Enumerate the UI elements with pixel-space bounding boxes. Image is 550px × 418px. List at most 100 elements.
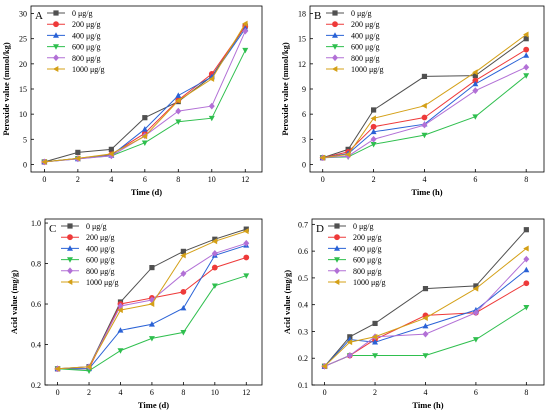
legend-marker bbox=[52, 66, 59, 72]
x-tick-label: 12 bbox=[241, 175, 249, 184]
data-point bbox=[211, 250, 218, 257]
y-tick-label: 0.1 bbox=[298, 381, 308, 390]
x-axis-title: Time (d) bbox=[131, 187, 162, 197]
legend-label: 600 μg/g bbox=[72, 43, 101, 52]
x-tick-label: 10 bbox=[208, 175, 216, 184]
x-tick-label: 6 bbox=[474, 388, 478, 397]
legend-label: 800 μg/g bbox=[353, 267, 382, 276]
series-line bbox=[324, 229, 527, 367]
data-point bbox=[86, 368, 93, 374]
data-point bbox=[243, 228, 249, 235]
y-tick-label: 15 bbox=[19, 85, 27, 94]
data-point bbox=[472, 114, 479, 120]
data-point bbox=[370, 115, 376, 122]
data-point bbox=[180, 248, 186, 254]
y-tick-label: 25 bbox=[19, 35, 27, 44]
y-tick-label: 0 bbox=[302, 160, 306, 169]
data-point bbox=[242, 20, 248, 27]
legend-label: 800 μg/g bbox=[72, 54, 101, 63]
data-point bbox=[523, 280, 530, 287]
legend-label: 0 μg/g bbox=[351, 9, 372, 18]
legend-label: 800 μg/g bbox=[86, 267, 115, 276]
x-tick-label: 2 bbox=[373, 388, 377, 397]
series-5 bbox=[54, 228, 249, 372]
x-tick-label: 6 bbox=[150, 388, 154, 397]
series-3 bbox=[54, 273, 250, 374]
data-point bbox=[54, 365, 60, 372]
data-point bbox=[141, 133, 148, 140]
y-tick-label: 0.3 bbox=[298, 327, 308, 336]
legend-label: 0 μg/g bbox=[86, 222, 107, 231]
data-point bbox=[472, 309, 479, 317]
data-point bbox=[148, 336, 155, 342]
series-line bbox=[324, 258, 527, 367]
legend-marker bbox=[332, 10, 338, 16]
data-point bbox=[243, 239, 250, 247]
plot-frame bbox=[30, 5, 263, 173]
data-point bbox=[421, 73, 428, 80]
y-tick-label: 0.2 bbox=[298, 354, 308, 363]
data-point bbox=[346, 339, 353, 346]
data-point bbox=[208, 102, 215, 110]
series-4 bbox=[319, 63, 530, 162]
data-point bbox=[370, 135, 377, 143]
data-point bbox=[422, 286, 429, 292]
legend-label: 1000 μg/g bbox=[353, 278, 386, 287]
panel-d: 0 2 4 6 8 0.1 0.2 0.3 0.4 0.5 0.6 0.7 Time (h) Acid v… bbox=[282, 218, 545, 410]
legend-label: 600 μg/g bbox=[86, 256, 115, 265]
x-tick-label: 4 bbox=[422, 175, 426, 184]
series-1 bbox=[319, 46, 530, 161]
legend-marker bbox=[334, 234, 340, 241]
legend-marker bbox=[53, 54, 59, 62]
series-line bbox=[322, 49, 527, 159]
legend-marker bbox=[67, 257, 73, 263]
legend-marker bbox=[332, 21, 338, 28]
series-2 bbox=[54, 242, 250, 372]
data-point bbox=[523, 305, 530, 311]
legend: 0 μg/g 200 μg/g 400 μg/g 600 μg/g 800 μg/g 10… bbox=[47, 9, 105, 74]
panel-a: 0 2 4 6 8 10 12 0 5 10 15 20 25 30 Time (d) Peroxide va… bbox=[1, 5, 263, 197]
x-tick-label: 2 bbox=[372, 175, 376, 184]
x-tick-label: 6 bbox=[143, 175, 147, 184]
data-point bbox=[180, 304, 187, 311]
y-tick-label: 0.7 bbox=[298, 220, 308, 229]
data-point bbox=[523, 227, 529, 233]
x-axis-title: Time (h) bbox=[411, 187, 442, 197]
data-point bbox=[149, 264, 155, 271]
y-tick-label: 9 bbox=[302, 85, 306, 94]
data-point bbox=[75, 149, 81, 155]
series-line bbox=[322, 75, 527, 159]
data-point bbox=[141, 140, 148, 146]
legend-marker bbox=[53, 32, 59, 38]
data-point bbox=[421, 102, 427, 109]
series-5 bbox=[319, 31, 529, 161]
data-point bbox=[243, 273, 250, 279]
y-axis-title: Peroxide value (mmol/kg) bbox=[280, 42, 290, 135]
x-tick-label: 0 bbox=[323, 388, 327, 397]
data-point bbox=[370, 123, 377, 130]
y-tick-label: 0.5 bbox=[298, 274, 308, 283]
x-tick-label: 0 bbox=[56, 388, 60, 397]
panel-letter: D bbox=[316, 223, 324, 235]
legend-label: 800 μg/g bbox=[351, 54, 380, 63]
data-point bbox=[117, 307, 123, 314]
data-point bbox=[421, 132, 428, 139]
data-point bbox=[472, 69, 478, 76]
y-tick-label: 18 bbox=[298, 10, 306, 19]
data-point bbox=[523, 46, 530, 53]
legend-marker bbox=[331, 66, 338, 72]
data-point bbox=[370, 141, 377, 148]
data-point bbox=[421, 121, 428, 129]
data-point bbox=[180, 330, 187, 336]
y-tick-label: 3 bbox=[302, 135, 306, 144]
series-4 bbox=[54, 239, 250, 373]
x-tick-label: 10 bbox=[211, 388, 219, 397]
data-point bbox=[208, 75, 215, 82]
panel-letter: A bbox=[35, 10, 43, 22]
data-point bbox=[472, 285, 479, 292]
data-point bbox=[523, 31, 529, 38]
x-tick-label: 8 bbox=[181, 388, 185, 397]
data-point bbox=[148, 301, 155, 308]
x-tick-label: 2 bbox=[87, 388, 91, 397]
legend-label: 400 μg/g bbox=[86, 244, 115, 253]
